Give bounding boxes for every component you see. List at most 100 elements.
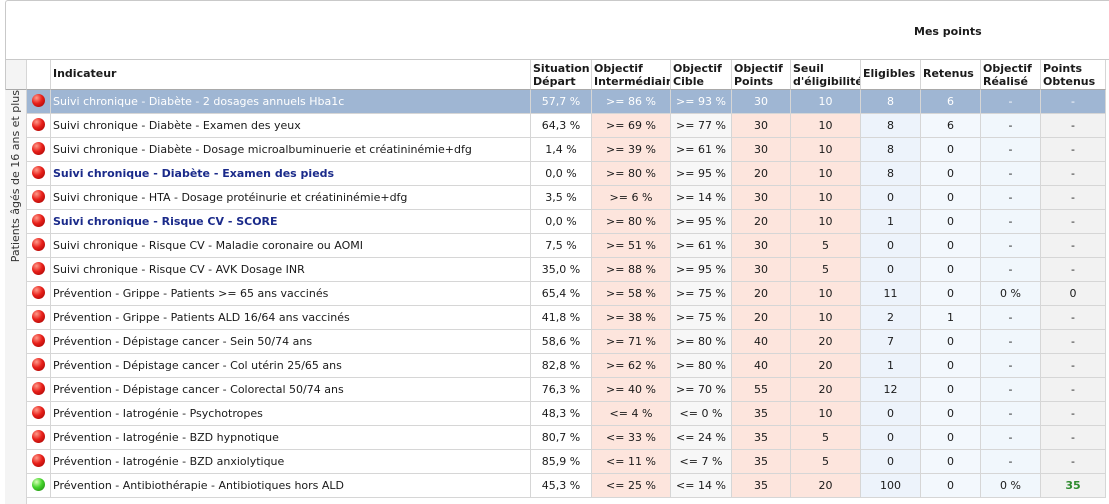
indicateur-cell[interactable]: Prévention - Iatrogénie - BZD hypnotique [51, 426, 531, 450]
cible-cell: >= 80 % [671, 330, 732, 354]
table-row[interactable]: Suivi chronique - Diabète - Examen des p… [6, 162, 1106, 186]
obtenus-cell: - [1041, 306, 1106, 330]
situation-cell: 57,7 % [531, 90, 592, 114]
retenus-cell: 0 [921, 186, 981, 210]
table-row[interactable]: Prévention - Dépistage cancer - Col utér… [6, 354, 1106, 378]
table-row[interactable]: Suivi chronique - Diabète - Examen des y… [6, 114, 1106, 138]
table-row[interactable]: Prévention - Dépistage cancer - Sein 50/… [6, 330, 1106, 354]
column-header-objectif-cible[interactable]: Objectif Cible [671, 60, 732, 90]
status-cell [27, 402, 51, 426]
cible-cell: <= 7 % [671, 450, 732, 474]
obtenus-cell: 35 [1041, 474, 1106, 498]
inter-cell: <= 33 % [592, 426, 671, 450]
table-row[interactable]: Suivi chronique - Diabète - Dosage micro… [6, 138, 1106, 162]
realise-cell: - [981, 330, 1041, 354]
eligibles-cell: 8 [861, 162, 921, 186]
retenus-cell: 0 [921, 282, 981, 306]
indicateur-cell[interactable]: Suivi chronique - Diabète - Dosage micro… [51, 138, 531, 162]
situation-cell: 80,7 % [531, 426, 592, 450]
cible-cell: >= 95 % [671, 258, 732, 282]
column-header-points-obtenus[interactable]: Points Obtenus [1041, 60, 1106, 90]
column-header-objectif-realise[interactable]: Objectif Réalisé [981, 60, 1041, 90]
table-row[interactable]: Suivi chronique - Risque CV - AVK Dosage… [6, 258, 1106, 282]
indicateur-cell[interactable]: Prévention - Grippe - Patients >= 65 ans… [51, 282, 531, 306]
status-red-icon [32, 454, 45, 467]
realise-cell: - [981, 138, 1041, 162]
column-header-points-obtenus-line1: Points [1043, 62, 1083, 75]
indicateur-cell[interactable]: Suivi chronique - Risque CV - AVK Dosage… [51, 258, 531, 282]
status-red-icon [32, 430, 45, 443]
retenus-cell: 0 [921, 402, 981, 426]
table-row[interactable]: Prévention - Dépistage cancer - Colorect… [6, 378, 1106, 402]
column-header-objectif-intermediaire[interactable]: Objectif Intermédiaire [592, 60, 671, 90]
column-header-indicateur[interactable]: Indicateur [51, 60, 531, 90]
indicateur-cell[interactable]: Suivi chronique - HTA - Dosage protéinur… [51, 186, 531, 210]
indicateur-cell[interactable]: Prévention - Antibiothérapie - Antibioti… [51, 474, 531, 498]
mes-points-header: Mes points [914, 25, 982, 38]
indicateur-cell[interactable]: Prévention - Grippe - Patients ALD 16/64… [51, 306, 531, 330]
table-row[interactable]: Prévention - Iatrogénie - Psychotropes 48… [6, 402, 1106, 426]
indicateur-cell[interactable]: Prévention - Dépistage cancer - Sein 50/… [51, 330, 531, 354]
cible-cell: >= 61 % [671, 234, 732, 258]
status-cell [27, 306, 51, 330]
column-header-obj-points-line2: Points [734, 75, 774, 88]
retenus-cell: 0 [921, 258, 981, 282]
points-cell: 55 [732, 378, 791, 402]
situation-cell: 1,4 % [531, 138, 592, 162]
table-row[interactable]: Suivi chronique - Diabète - 2 dosages an… [6, 90, 1106, 114]
status-column-header[interactable] [27, 60, 51, 90]
eligibles-cell: 12 [861, 378, 921, 402]
situation-cell: 0,0 % [531, 210, 592, 234]
seuil-cell: 10 [791, 138, 861, 162]
indicateur-cell[interactable]: Suivi chronique - Diabète - Examen des y… [51, 114, 531, 138]
realise-cell: - [981, 378, 1041, 402]
column-header-obj-cible-line2: Cible [673, 75, 704, 88]
obtenus-cell: - [1041, 114, 1106, 138]
indicateur-cell[interactable]: Suivi chronique - Risque CV - Maladie co… [51, 234, 531, 258]
status-red-icon [32, 382, 45, 395]
retenus-cell: 0 [921, 330, 981, 354]
table-row[interactable]: Suivi chronique - HTA - Dosage protéinur… [6, 186, 1106, 210]
realise-cell: - [981, 234, 1041, 258]
inter-cell: <= 4 % [592, 402, 671, 426]
obtenus-cell: 0 [1041, 282, 1106, 306]
eligibles-cell: 0 [861, 402, 921, 426]
status-cell [27, 282, 51, 306]
status-red-icon [32, 262, 45, 275]
column-header-seuil-eligibilite[interactable]: Seuil d'éligibilité [791, 60, 861, 90]
situation-cell: 82,8 % [531, 354, 592, 378]
points-cell: 35 [732, 402, 791, 426]
column-header-retenus[interactable]: Retenus [921, 60, 981, 90]
status-green-icon [32, 478, 45, 491]
table-row[interactable]: Prévention - Grippe - Patients >= 65 ans… [6, 282, 1106, 306]
cible-cell: >= 95 % [671, 162, 732, 186]
cible-cell: >= 77 % [671, 114, 732, 138]
obtenus-cell: - [1041, 378, 1106, 402]
indicateur-cell[interactable]: Suivi chronique - Diabète - Examen des p… [51, 162, 531, 186]
table-row[interactable]: Prévention - Grippe - Patients ALD 16/64… [6, 306, 1106, 330]
indicateur-cell[interactable]: Prévention - Iatrogénie - BZD anxiolytiq… [51, 450, 531, 474]
points-cell: 30 [732, 234, 791, 258]
indicateur-cell[interactable]: Prévention - Dépistage cancer - Col utér… [51, 354, 531, 378]
table-row[interactable]: Prévention - Iatrogénie - BZD hypnotique… [6, 426, 1106, 450]
seuil-cell: 10 [791, 186, 861, 210]
table-row[interactable]: Suivi chronique - Risque CV - SCORE 0,0 %… [6, 210, 1106, 234]
indicateur-cell[interactable]: Suivi chronique - Diabète - 2 dosages an… [51, 90, 531, 114]
status-cell [27, 378, 51, 402]
indicateur-cell[interactable]: Suivi chronique - Risque CV - SCORE [51, 210, 531, 234]
status-red-icon [32, 142, 45, 155]
indicateur-cell[interactable]: Prévention - Dépistage cancer - Colorect… [51, 378, 531, 402]
situation-cell: 76,3 % [531, 378, 592, 402]
column-header-objectif-points[interactable]: Objectif Points [732, 60, 791, 90]
table-row[interactable]: Suivi chronique - Risque CV - Maladie co… [6, 234, 1106, 258]
cible-cell: <= 0 % [671, 402, 732, 426]
status-cell [27, 426, 51, 450]
eligibles-cell: 8 [861, 114, 921, 138]
table-row[interactable]: Prévention - Antibiothérapie - Antibioti… [6, 474, 1106, 498]
column-header-situation[interactable]: Situation Départ [531, 60, 592, 90]
obtenus-cell: - [1041, 162, 1106, 186]
table-row[interactable]: Prévention - Iatrogénie - BZD anxiolytiq… [6, 450, 1106, 474]
indicateur-cell[interactable]: Prévention - Iatrogénie - Psychotropes [51, 402, 531, 426]
column-header-eligibles[interactable]: Eligibles [861, 60, 921, 90]
points-cell: 40 [732, 354, 791, 378]
